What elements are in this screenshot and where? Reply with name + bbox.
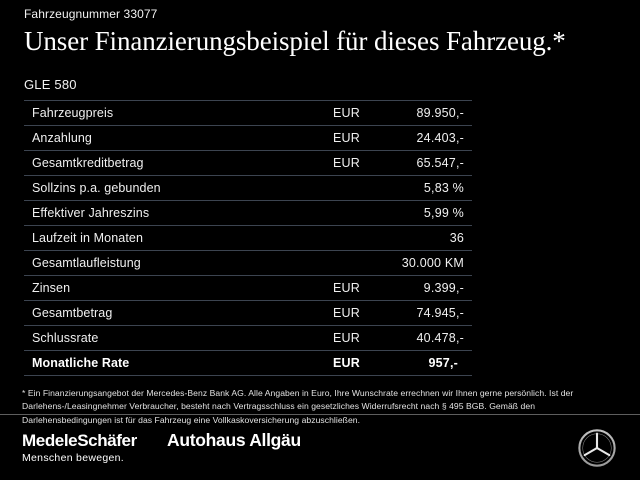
table-row: Anzahlung EUR 24.403,- (24, 125, 472, 151)
row-value: 74.945,- (360, 300, 472, 326)
row-currency: EUR (304, 125, 360, 151)
table-row: Fahrzeugpreis EUR 89.950,- (24, 100, 472, 126)
row-currency: EUR (304, 300, 360, 326)
dealer-name-medeleschaefer: MedeleSchäfer (22, 431, 137, 450)
row-label: Schlussrate (24, 325, 304, 351)
table-row: Zinsen EUR 9.399,- (24, 275, 472, 301)
row-label: Gesamtkreditbetrag (24, 150, 304, 176)
row-value: 36 (360, 225, 472, 251)
table-row: Schlussrate EUR 40.478,- (24, 325, 472, 351)
row-label: Anzahlung (24, 125, 304, 151)
page-footer: MedeleSchäfer Menschen bewegen. Autohaus… (0, 415, 640, 480)
row-label: Gesamtlaufleistung (24, 250, 304, 276)
row-label: Effektiver Jahreszins (24, 200, 304, 226)
dealer-logo-medeleschaefer: MedeleSchäfer Menschen bewegen. (22, 431, 137, 466)
vehicle-number: Fahrzeugnummer 33077 (24, 7, 158, 21)
row-label: Fahrzeugpreis (24, 100, 304, 126)
row-currency (304, 250, 360, 276)
row-value: 5,99 % (360, 200, 472, 226)
dealer-tagline: Menschen bewegen. (22, 452, 124, 464)
legal-footnote: * Ein Finanzierungsangebot der Mercedes-… (22, 388, 574, 425)
row-value: 89.950,- (360, 100, 472, 126)
row-label: Sollzins p.a. gebunden (24, 175, 304, 201)
row-currency: EUR (304, 275, 360, 301)
table-row: Monatliche Rate EUR 957,- (24, 350, 472, 377)
finance-table: Fahrzeugpreis EUR 89.950,- Anzahlung EUR 24.4… (24, 100, 472, 377)
table-row: Effektiver Jahreszins 5,99 % (24, 200, 472, 226)
table-row: Gesamtlaufleistung 30.000 KM (24, 250, 472, 276)
table-row: Gesamtkreditbetrag EUR 65.547,- (24, 150, 472, 176)
row-value: 40.478,- (360, 325, 472, 351)
mercedes-star-icon (576, 427, 618, 469)
row-value: 957,- (360, 350, 472, 377)
row-currency: EUR (304, 100, 360, 126)
row-label: Monatliche Rate (24, 350, 304, 377)
row-currency: EUR (304, 350, 360, 377)
vehicle-model: GLE 580 (24, 77, 77, 93)
page-title: Unser Finanzierungsbeispiel für dieses F… (24, 26, 566, 56)
row-label: Gesamtbetrag (24, 300, 304, 326)
row-label: Zinsen (24, 275, 304, 301)
row-value: 65.547,- (360, 150, 472, 176)
row-value: 30.000 KM (360, 250, 472, 276)
row-currency: EUR (304, 150, 360, 176)
footer-divider (0, 414, 640, 415)
row-value: 24.403,- (360, 125, 472, 151)
row-currency: EUR (304, 325, 360, 351)
row-label: Laufzeit in Monaten (24, 225, 304, 251)
dealer-logo-autohaus-allgaeu: Autohaus Allgäu (167, 430, 301, 450)
row-value: 5,83 % (360, 175, 472, 201)
table-row: Sollzins p.a. gebunden 5,83 % (24, 175, 472, 201)
row-value: 9.399,- (360, 275, 472, 301)
table-row: Laufzeit in Monaten 36 (24, 225, 472, 251)
row-currency (304, 225, 360, 251)
row-currency (304, 200, 360, 226)
table-row: Gesamtbetrag EUR 74.945,- (24, 300, 472, 326)
page-header: Fahrzeugnummer 33077 Unser Finanzierungs… (0, 0, 640, 94)
row-currency (304, 175, 360, 201)
